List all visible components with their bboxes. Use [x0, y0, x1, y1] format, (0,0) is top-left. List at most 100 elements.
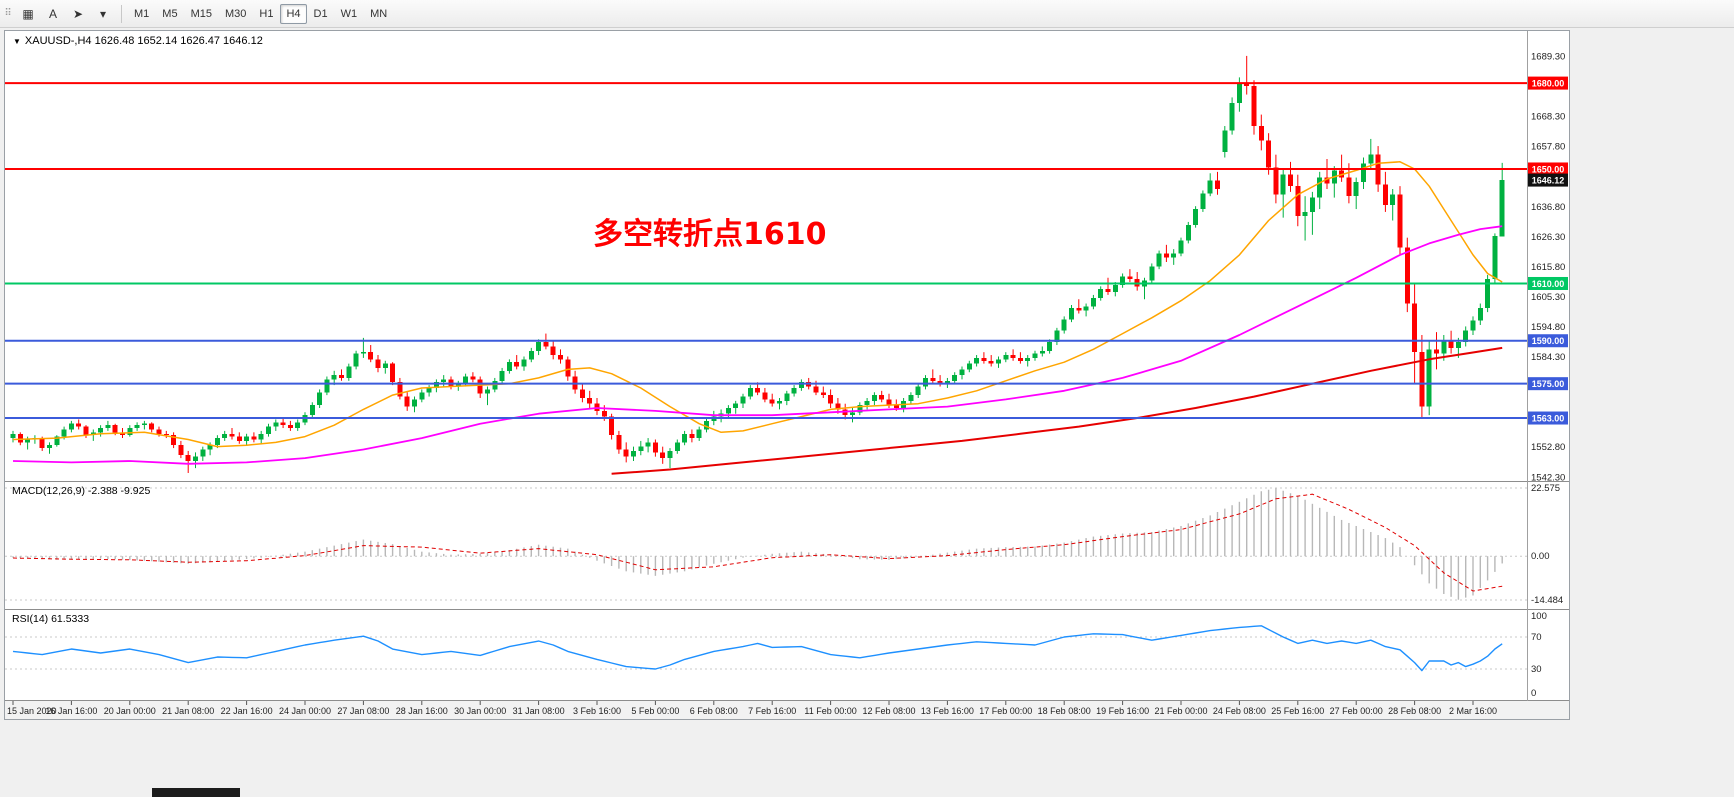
timeframe-m30-button[interactable]: M30 — [224, 7, 247, 20]
ma-fast-line — [12, 161, 1503, 448]
candle-body — [156, 429, 162, 434]
time-axis-label: 30 Jan 00:00 — [454, 706, 506, 716]
candle-body — [623, 449, 629, 457]
candle-body — [1032, 353, 1038, 358]
candle-body — [689, 433, 695, 439]
timeframe-d1-button[interactable]: D1 — [313, 7, 328, 20]
drawing-tools-group: ▦ A ➤ ▾ — [16, 2, 115, 26]
candle-body — [83, 426, 89, 436]
candle-body — [1120, 276, 1126, 285]
candle-body — [550, 346, 556, 356]
candle-body — [324, 379, 330, 393]
candle-body — [1149, 266, 1155, 281]
candle-body — [1039, 350, 1045, 354]
candle-body — [1295, 186, 1301, 217]
candle-body — [193, 456, 198, 461]
candle-body — [565, 359, 571, 377]
candle-body — [828, 395, 834, 404]
price-axis-tick: 1657.80 — [1531, 142, 1565, 153]
candle-body — [214, 438, 220, 446]
timeframe-m15-button[interactable]: M15 — [190, 7, 212, 20]
timeframe-h4-button[interactable]: H4 — [280, 3, 307, 24]
candle-body — [966, 363, 972, 370]
candle-body — [667, 450, 673, 459]
candle-body — [141, 423, 147, 426]
candle-body — [798, 382, 804, 388]
time-axis-label: 24 Jan 00:00 — [279, 706, 331, 716]
main-pane[interactable] — [5, 31, 1569, 481]
hline-badge — [1528, 334, 1568, 348]
candle-body — [1156, 253, 1162, 267]
hline-badge-label: 1590.00 — [1532, 336, 1565, 346]
candle-body — [1368, 154, 1374, 164]
candle-body — [638, 446, 644, 451]
candle-body — [952, 375, 958, 381]
candle-body — [1229, 103, 1235, 131]
candle-body — [1244, 83, 1250, 86]
candle-body — [309, 405, 315, 416]
hline-badge-label: 1575.00 — [1532, 379, 1565, 389]
candle-body — [1193, 209, 1199, 225]
price-axis-tick: 1689.30 — [1531, 51, 1565, 62]
time-axis[interactable] — [5, 701, 1569, 719]
candle-body — [558, 355, 563, 360]
candle-body — [463, 376, 469, 384]
timeframe-m5-button[interactable]: M5 — [162, 7, 178, 20]
tools-dropdown-button[interactable]: ▾ — [99, 6, 107, 21]
candle-body — [1258, 126, 1264, 141]
timeframe-toolbar: M1 M5 M15 M30 H1 H4 D1 W1 MN — [128, 3, 393, 24]
candle-body — [470, 376, 476, 380]
timeframe-h1-button[interactable]: H1 — [259, 7, 274, 20]
time-axis-label: 31 Jan 08:00 — [513, 706, 565, 716]
rsi-label: RSI(14) 61.5333 — [12, 613, 90, 625]
timeframe-m1-button[interactable]: M1 — [134, 7, 150, 20]
candle-body — [1448, 340, 1454, 348]
candle-body — [375, 359, 381, 368]
price-axis-tick: 1542.30 — [1531, 472, 1565, 483]
candle-body — [222, 433, 228, 439]
toolbar-separator — [121, 4, 122, 23]
candle-body — [857, 405, 863, 413]
rsi-pane[interactable] — [5, 610, 1569, 700]
candle-body — [1236, 83, 1242, 104]
candle-body — [149, 423, 155, 430]
macd-pane[interactable] — [5, 482, 1569, 609]
candle-body — [747, 387, 753, 397]
price-axis[interactable] — [1527, 31, 1569, 701]
candle-body — [1215, 180, 1220, 190]
candle-body — [886, 399, 892, 406]
timeframe-mn-button[interactable]: MN — [370, 7, 388, 20]
taskbar-fragment — [152, 788, 240, 797]
candle-body — [1412, 303, 1418, 353]
candle-body — [1361, 163, 1366, 182]
time-axis-label: 13 Feb 16:00 — [921, 706, 974, 716]
candle-body — [266, 426, 271, 434]
price-chart[interactable]: 22.5750.00-14.484100703001689.301678.801… — [5, 31, 1569, 719]
text-tool-button[interactable]: A — [48, 6, 57, 21]
candle-body — [506, 362, 512, 371]
time-axis-label: 6 Feb 08:00 — [690, 706, 738, 716]
symbol-collapse-icon[interactable]: ▼ — [13, 37, 21, 46]
time-axis-label: 12 Feb 08:00 — [862, 706, 915, 716]
candle-body — [704, 420, 709, 430]
candle-body — [864, 400, 870, 406]
candle-body — [813, 386, 819, 393]
candle-body — [25, 439, 31, 443]
candle-body — [1061, 319, 1067, 331]
candle-body — [1317, 177, 1323, 198]
timeframe-w1-button[interactable]: W1 — [340, 7, 358, 20]
current-price-badge — [1528, 173, 1568, 187]
grid-tool-button[interactable]: ▦ — [22, 6, 34, 21]
candle-body — [988, 360, 994, 364]
candle-body — [1455, 342, 1461, 348]
candle-body — [1251, 85, 1257, 127]
cursor-tool-button[interactable]: ➤ — [72, 6, 84, 21]
candle-body — [229, 433, 235, 437]
toolbar-grip-icon[interactable]: ⠿ — [4, 8, 12, 19]
current-price-badge-label: 1646.12 — [1532, 176, 1565, 186]
candle-body — [601, 410, 607, 417]
candle-body — [1112, 284, 1118, 293]
candle-body — [981, 357, 987, 361]
candle-body — [937, 380, 943, 384]
candle-body — [528, 350, 534, 360]
